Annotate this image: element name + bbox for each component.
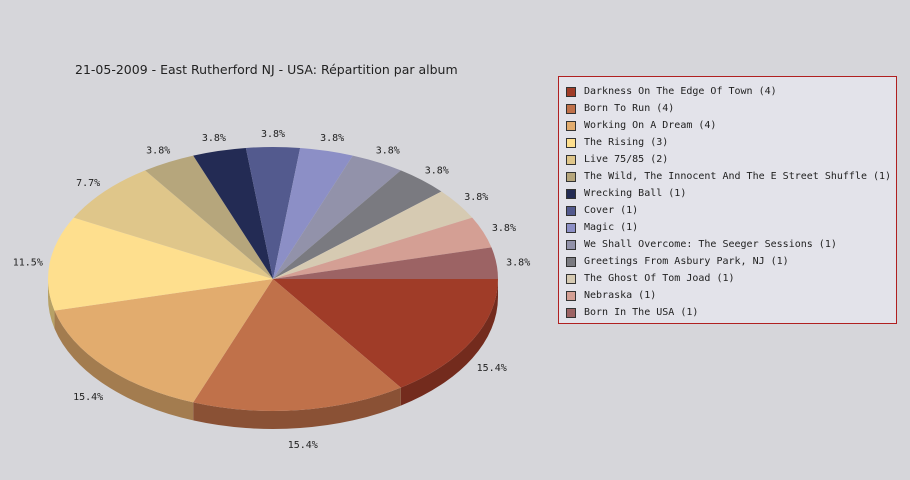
legend-item-live-75-85: Live 75/85 (2): [566, 151, 896, 168]
pie-label-greetings-from-asbury-park-nj: 3.8%: [425, 166, 449, 177]
pie-slice-the-wild-the-innocent-and-the-e-street-shuffle: [145, 155, 273, 279]
pie-label-the-ghost-of-tom-joad: 3.8%: [464, 192, 488, 203]
legend-swatch: [566, 154, 576, 165]
pie-slice-the-rising: [47, 217, 273, 311]
chart-title: 21-05-2009 - East Rutherford NJ - USA: R…: [75, 62, 458, 77]
pie-depth: [48, 279, 498, 429]
legend-swatch: [566, 137, 576, 148]
legend-label: The Ghost Of Tom Joad (1): [584, 273, 735, 284]
legend: Darkness On The Edge Of Town (4) Born To …: [558, 76, 897, 324]
legend-swatch: [566, 171, 576, 182]
legend-item-greetings-from-asbury-park-nj: Greetings From Asbury Park, NJ (1): [566, 253, 896, 270]
legend-label: Working On A Dream (4): [584, 120, 717, 131]
legend-swatch: [566, 188, 576, 199]
legend-item-born-in-the-usa: Born In The USA (1): [566, 304, 896, 321]
pie-slice-magic: [273, 147, 353, 279]
pie-side-the-rising: [48, 279, 55, 329]
legend-item-nebraska: Nebraska (1): [566, 287, 896, 304]
legend-swatch: [566, 205, 576, 216]
legend-label: Nebraska (1): [584, 290, 657, 301]
legend-label: Wrecking Ball (1): [584, 188, 687, 199]
legend-swatch: [566, 103, 576, 114]
legend-swatch: [566, 120, 576, 131]
legend-item-wrecking-ball: Wrecking Ball (1): [566, 185, 896, 202]
legend-label: Born To Run (4): [584, 103, 675, 114]
pie-side-working-on-a-dream: [54, 310, 194, 421]
legend-swatch: [566, 239, 576, 250]
pie-slice-wrecking-ball: [193, 147, 273, 279]
pie-label-the-wild-the-innocent-and-the-e-street-shuffle: 3.8%: [146, 146, 170, 157]
pie-slice-nebraska: [273, 217, 492, 279]
legend-item-magic: Magic (1): [566, 219, 896, 236]
legend-item-the-rising: The Rising (3): [566, 134, 896, 151]
legend-label: Darkness On The Edge Of Town (4): [584, 86, 777, 97]
legend-swatch: [566, 86, 576, 97]
pie-slices: [47, 147, 498, 411]
pie-slice-born-in-the-usa: [273, 247, 498, 279]
legend-label: Magic (1): [584, 222, 639, 233]
pie-slice-working-on-a-dream: [54, 279, 274, 403]
legend-item-working-on-a-dream: Working On A Dream (4): [566, 117, 896, 134]
legend-label: The Wild, The Innocent And The E Street …: [584, 171, 892, 182]
legend-label: Born In The USA (1): [584, 307, 699, 318]
pie-label-nebraska: 3.8%: [492, 223, 516, 234]
legend-label: The Rising (3): [584, 137, 669, 148]
pie-label-working-on-a-dream: 15.4%: [73, 392, 103, 403]
legend-item-darkness-on-the-edge-of-town: Darkness On The Edge Of Town (4): [566, 83, 896, 100]
legend-item-the-wild-the-innocent-and-the-e-street-shuffle: The Wild, The Innocent And The E Street …: [566, 168, 896, 185]
legend-swatch: [566, 222, 576, 233]
legend-item-born-to-run: Born To Run (4): [566, 100, 896, 117]
pie-slice-greetings-from-asbury-park-nj: [273, 170, 442, 279]
pie-labels: 15.4% 15.4% 15.4% 11.5% 7.7% 3.8% 3.8% 3.8% 3.8%…: [13, 129, 530, 451]
pie-slice-cover: [245, 147, 301, 279]
pie-label-born-to-run: 15.4%: [288, 440, 318, 451]
pie-label-magic: 3.8%: [320, 133, 344, 144]
pie-slice-born-to-run: [193, 279, 401, 411]
pie-label-born-in-the-usa: 3.8%: [506, 257, 530, 268]
pie-label-the-rising: 11.5%: [13, 257, 43, 268]
legend-label: We Shall Overcome: The Seeger Sessions (…: [584, 239, 837, 250]
legend-item-the-ghost-of-tom-joad: The Ghost Of Tom Joad (1): [566, 270, 896, 287]
legend-swatch: [566, 273, 576, 284]
pie-side-born-to-run: [193, 387, 401, 429]
pie-slice-darkness-on-the-edge-of-town: [273, 279, 498, 388]
pie-side-darkness-on-the-edge-of-town: [400, 279, 498, 406]
legend-label: Live 75/85 (2): [584, 154, 669, 165]
legend-label: Greetings From Asbury Park, NJ (1): [584, 256, 789, 267]
pie-label-wrecking-ball: 3.8%: [202, 133, 226, 144]
pie-chart: 15.4% 15.4% 15.4% 11.5% 7.7% 3.8% 3.8% 3.8% 3.8%…: [13, 129, 530, 451]
pie-slice-live-75-85: [73, 170, 273, 279]
legend-swatch: [566, 290, 576, 301]
legend-item-we-shall-overcome-the-seeger-sessions: We Shall Overcome: The Seeger Sessions (…: [566, 236, 896, 253]
legend-label: Cover (1): [584, 205, 639, 216]
pie-label-cover: 3.8%: [261, 129, 285, 140]
pie-slice-we-shall-overcome-the-seeger-sessions: [273, 155, 401, 279]
pie-label-darkness-on-the-edge-of-town: 15.4%: [477, 363, 507, 374]
pie-label-we-shall-overcome-the-seeger-sessions: 3.8%: [376, 146, 400, 157]
pie-slice-the-ghost-of-tom-joad: [273, 191, 473, 279]
legend-swatch: [566, 307, 576, 318]
pie-label-live-75-85: 7.7%: [76, 178, 100, 189]
legend-item-cover: Cover (1): [566, 202, 896, 219]
legend-swatch: [566, 256, 576, 267]
